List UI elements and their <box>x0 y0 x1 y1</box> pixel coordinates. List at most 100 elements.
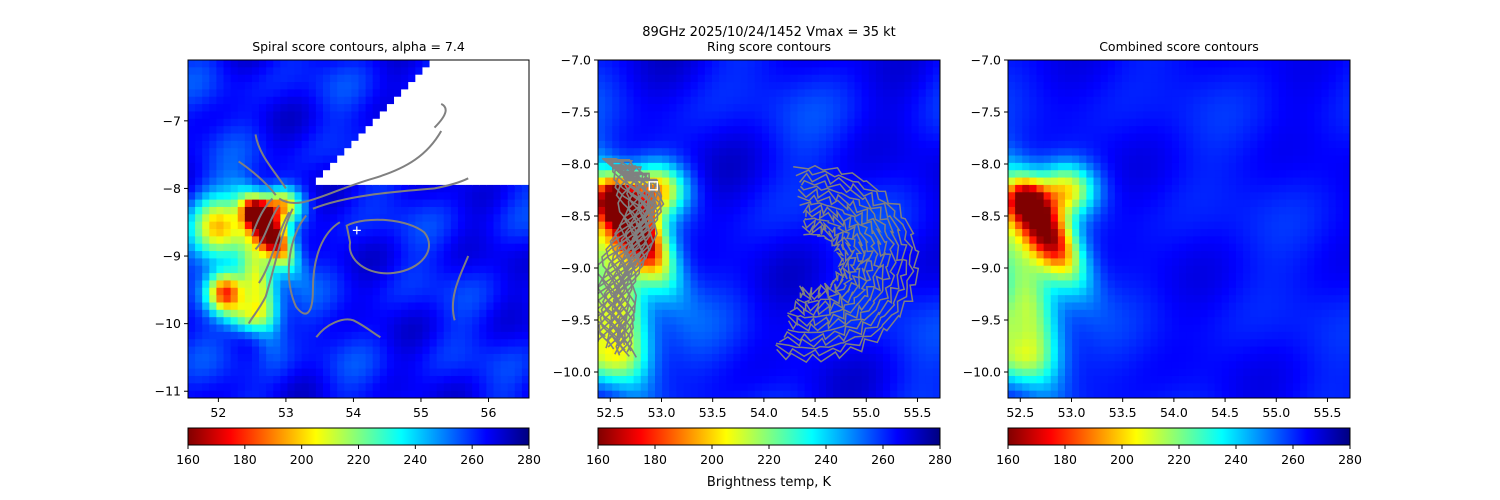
contour-line <box>783 185 897 343</box>
x-tick-label: 54.0 <box>750 405 778 420</box>
contour-line <box>247 208 294 325</box>
contour-line <box>798 233 847 298</box>
x-tick-label: 53.0 <box>1058 405 1086 420</box>
contour-line <box>775 172 908 350</box>
x-tick-label: 52 <box>210 405 226 420</box>
heatmap-image <box>598 60 940 398</box>
heatmap-image <box>188 60 529 398</box>
x-tick-label: 54.5 <box>1211 405 1239 420</box>
colorbar-tick-label: 220 <box>757 452 781 467</box>
panel-title: Ring score contours <box>707 39 831 54</box>
contour-line <box>789 208 870 317</box>
contour-line <box>312 177 469 210</box>
axes-frame <box>1007 59 1351 399</box>
y-tick-label: −8 <box>163 181 181 196</box>
x-tick-label: 55.5 <box>1314 405 1342 420</box>
y-tick-label: −7.0 <box>971 53 1001 68</box>
contour-line <box>600 167 652 346</box>
colorbar-tick-label: 240 <box>814 452 838 467</box>
y-tick-label: −10 <box>155 316 181 331</box>
y-tick-label: −9.0 <box>971 261 1001 276</box>
contour-line <box>287 214 341 315</box>
colorbar-gradient <box>597 427 941 446</box>
colorbar-tick-label: 240 <box>1224 452 1248 467</box>
center-marker-square <box>648 181 658 191</box>
colorbar-tick-label: 200 <box>290 452 314 467</box>
colorbar-label: Brightness temp, K <box>707 475 832 490</box>
colorbar-tick-label: 160 <box>176 452 200 467</box>
contour-line <box>611 174 659 353</box>
y-tick-label: −10.0 <box>963 365 1001 380</box>
contour-line <box>775 169 915 358</box>
panel-title: Combined score contours <box>1099 39 1259 54</box>
colorbar-tick-label: 180 <box>643 452 667 467</box>
x-tick-label: 53.5 <box>1109 405 1137 420</box>
colorbar-tick-label: 280 <box>1338 452 1362 467</box>
colorbar-tick-label: 180 <box>233 452 257 467</box>
contour-line <box>796 218 858 304</box>
y-tick-label: −7.5 <box>971 105 1001 120</box>
colorbar-tick-label: 260 <box>1281 452 1305 467</box>
contour-line <box>345 218 431 275</box>
axes-frame <box>187 59 530 399</box>
colorbar: 160 180 200 220 240 260 280 <box>586 427 952 467</box>
contour-line <box>799 224 852 302</box>
contour-line <box>433 103 447 129</box>
y-tick-label: −9.5 <box>971 313 1001 328</box>
contour-line <box>251 197 274 237</box>
x-tick-label: 53.0 <box>648 405 676 420</box>
contour-line <box>451 255 470 321</box>
x-tick-label: 55 <box>413 405 429 420</box>
colorbar-tick-label: 160 <box>996 452 1020 467</box>
colorbar-gradient <box>187 427 530 446</box>
colorbar-tick-label: 280 <box>928 452 952 467</box>
y-tick-label: −9 <box>163 249 181 264</box>
colorbar-tick-label: 260 <box>460 452 484 467</box>
x-tick-label: 52.5 <box>1006 405 1034 420</box>
colorbar-tick-label: 200 <box>700 452 724 467</box>
y-tick-label: −8.5 <box>561 209 591 224</box>
panel-2: Ring score contours 52.5 53.0 53.5 54.0 54.5 5… <box>553 39 952 467</box>
x-tick-label: 55.0 <box>852 405 880 420</box>
contour-line <box>787 187 892 334</box>
colorbar: 160 180 200 220 240 260 280 <box>996 427 1362 467</box>
colorbar-tick-label: 260 <box>871 452 895 467</box>
contour-line <box>598 160 646 339</box>
x-tick-label: 54.0 <box>1160 405 1188 420</box>
contour-line <box>618 179 659 358</box>
y-tick-label: −7 <box>163 113 181 128</box>
contour-line <box>254 204 281 251</box>
contour-line <box>254 134 287 189</box>
center-marker-plus <box>352 226 361 235</box>
colorbar-tick-label: 180 <box>1053 452 1077 467</box>
contour-line <box>605 170 655 349</box>
y-tick-label: −9.5 <box>561 313 591 328</box>
x-tick-label: 52.5 <box>596 405 624 420</box>
x-tick-label: 55.5 <box>904 405 932 420</box>
contour-line <box>238 160 277 196</box>
contour-line <box>776 164 920 364</box>
figure-suptitle: 89GHz 2025/10/24/1452 Vmax = 35 kt <box>642 25 896 40</box>
x-tick-label: 53 <box>278 405 294 420</box>
y-tick-label: −10.0 <box>553 365 591 380</box>
colorbar-tick-label: 220 <box>347 452 371 467</box>
colorbar-tick-label: 220 <box>1167 452 1191 467</box>
contour-line <box>598 161 650 339</box>
colorbar: 160 180 200 220 240 260 280 <box>176 427 541 467</box>
panel-1: Spiral score contours, alpha = 7.4 52 53 54… <box>155 39 541 467</box>
x-tick-label: 54.5 <box>801 405 829 420</box>
y-tick-label: −8.5 <box>971 209 1001 224</box>
panel-title: Spiral score contours, alpha = 7.4 <box>252 39 465 54</box>
y-tick-label: −7.0 <box>561 53 591 68</box>
x-tick-label: 53.5 <box>699 405 727 420</box>
contour-line <box>778 179 904 348</box>
contour-line <box>258 211 291 284</box>
colorbar-tick-label: 160 <box>586 452 610 467</box>
contour-line <box>616 178 661 357</box>
contour-line <box>610 173 655 352</box>
contour-line <box>615 177 663 356</box>
contour-line <box>278 130 443 204</box>
colorbar-gradient <box>1007 427 1351 446</box>
contour-line <box>787 202 875 319</box>
